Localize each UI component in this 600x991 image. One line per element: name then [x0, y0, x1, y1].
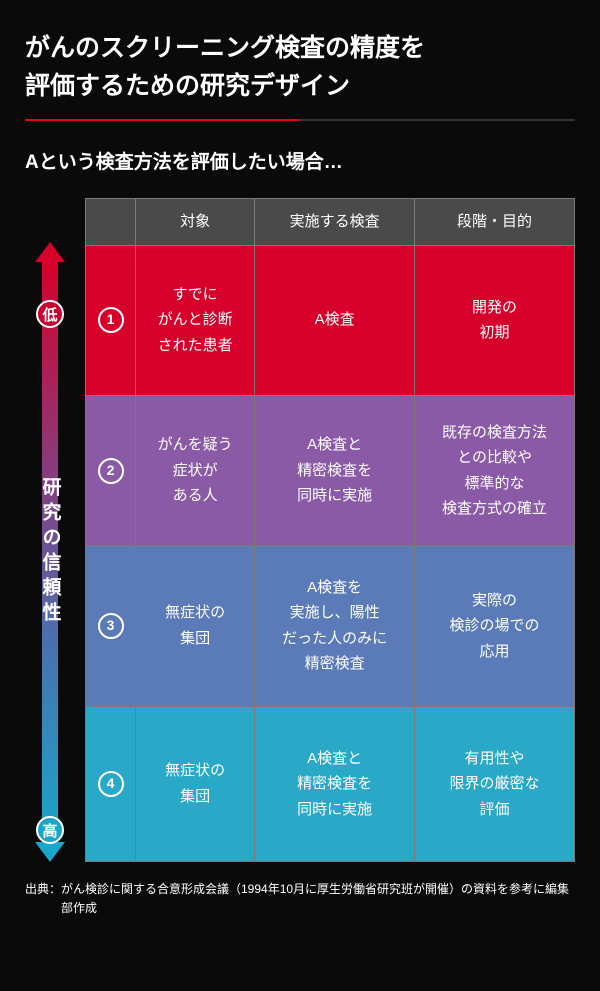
axis-low-badge: 低	[36, 300, 64, 328]
header-purpose: 段階・目的	[415, 199, 575, 246]
title-line-2: 評価するための研究デザイン	[25, 72, 350, 100]
table-header-row: 対象 実施する検査 段階・目的	[86, 199, 575, 246]
cell-purpose: 実際の検診の場での応用	[415, 546, 575, 706]
header-exam: 実施する検査	[255, 199, 415, 246]
table-row: 3 無症状の集団 A検査を実施し、陽性だった人のみに精密検査 実際の検診の場での…	[86, 546, 575, 706]
row-num-badge: 1	[98, 307, 124, 333]
cell-purpose: 既存の検査方法との比較や標準的な検査方式の確立	[415, 395, 575, 545]
study-design-table: 対象 実施する検査 段階・目的 1 すでにがんと診断された患者 A検査 開発の初…	[85, 198, 575, 862]
header-target: 対象	[136, 199, 255, 246]
subtitle: Aという検査方法を評価したい場合…	[25, 147, 575, 174]
cell-exam: A検査と精密検査を同時に実施	[255, 395, 415, 545]
page-title: がんのスクリーニング検査の精度を 評価するための研究デザイン	[25, 30, 575, 105]
divider	[25, 119, 575, 121]
cell-exam: A検査を実施し、陽性だった人のみに精密検査	[255, 546, 415, 706]
axis-low-text: 低	[42, 304, 57, 325]
arrow-down-icon	[35, 842, 65, 862]
arrow-up-icon	[35, 242, 65, 262]
cell-target: すでにがんと診断された患者	[136, 245, 255, 395]
table-row: 2 がんを疑う症状がある人 A検査と精密検査を同時に実施 既存の検査方法との比較…	[86, 395, 575, 545]
row-num-cell: 4	[86, 706, 136, 861]
cell-exam: A検査	[255, 245, 415, 395]
row-num-badge: 4	[98, 771, 124, 797]
axis-high-badge: 高	[36, 816, 64, 844]
cell-target: 無症状の集団	[136, 546, 255, 706]
row-num-badge: 3	[98, 613, 124, 639]
cell-purpose: 有用性や限界の厳密な評価	[415, 706, 575, 861]
footnote: 出典：がん検診に関する合意形成会議（1994年10月に厚生労働省研究班が開催）の…	[25, 880, 575, 918]
header-corner	[86, 199, 136, 246]
table-row: 4 無症状の集団 A検査と精密検査を同時に実施 有用性や限界の厳密な評価	[86, 706, 575, 861]
arrow-container: 低 高 研究の信頼性	[35, 242, 65, 862]
table-row: 1 すでにがんと診断された患者 A検査 開発の初期	[86, 245, 575, 395]
axis-vertical-label: 研究の信頼性	[37, 477, 64, 627]
reliability-axis: 低 高 研究の信頼性	[25, 198, 75, 862]
title-line-1: がんのスクリーニング検査の精度を	[25, 34, 425, 62]
content-wrap: 低 高 研究の信頼性 対象 実施する検査 段階・目的 1 すでにがんと診断された…	[25, 198, 575, 862]
row-num-cell: 3	[86, 546, 136, 706]
cell-target: 無症状の集団	[136, 706, 255, 861]
axis-high-text: 高	[42, 820, 57, 841]
cell-target: がんを疑う症状がある人	[136, 395, 255, 545]
cell-purpose: 開発の初期	[415, 245, 575, 395]
row-num-cell: 2	[86, 395, 136, 545]
row-num-badge: 2	[98, 458, 124, 484]
row-num-cell: 1	[86, 245, 136, 395]
cell-exam: A検査と精密検査を同時に実施	[255, 706, 415, 861]
